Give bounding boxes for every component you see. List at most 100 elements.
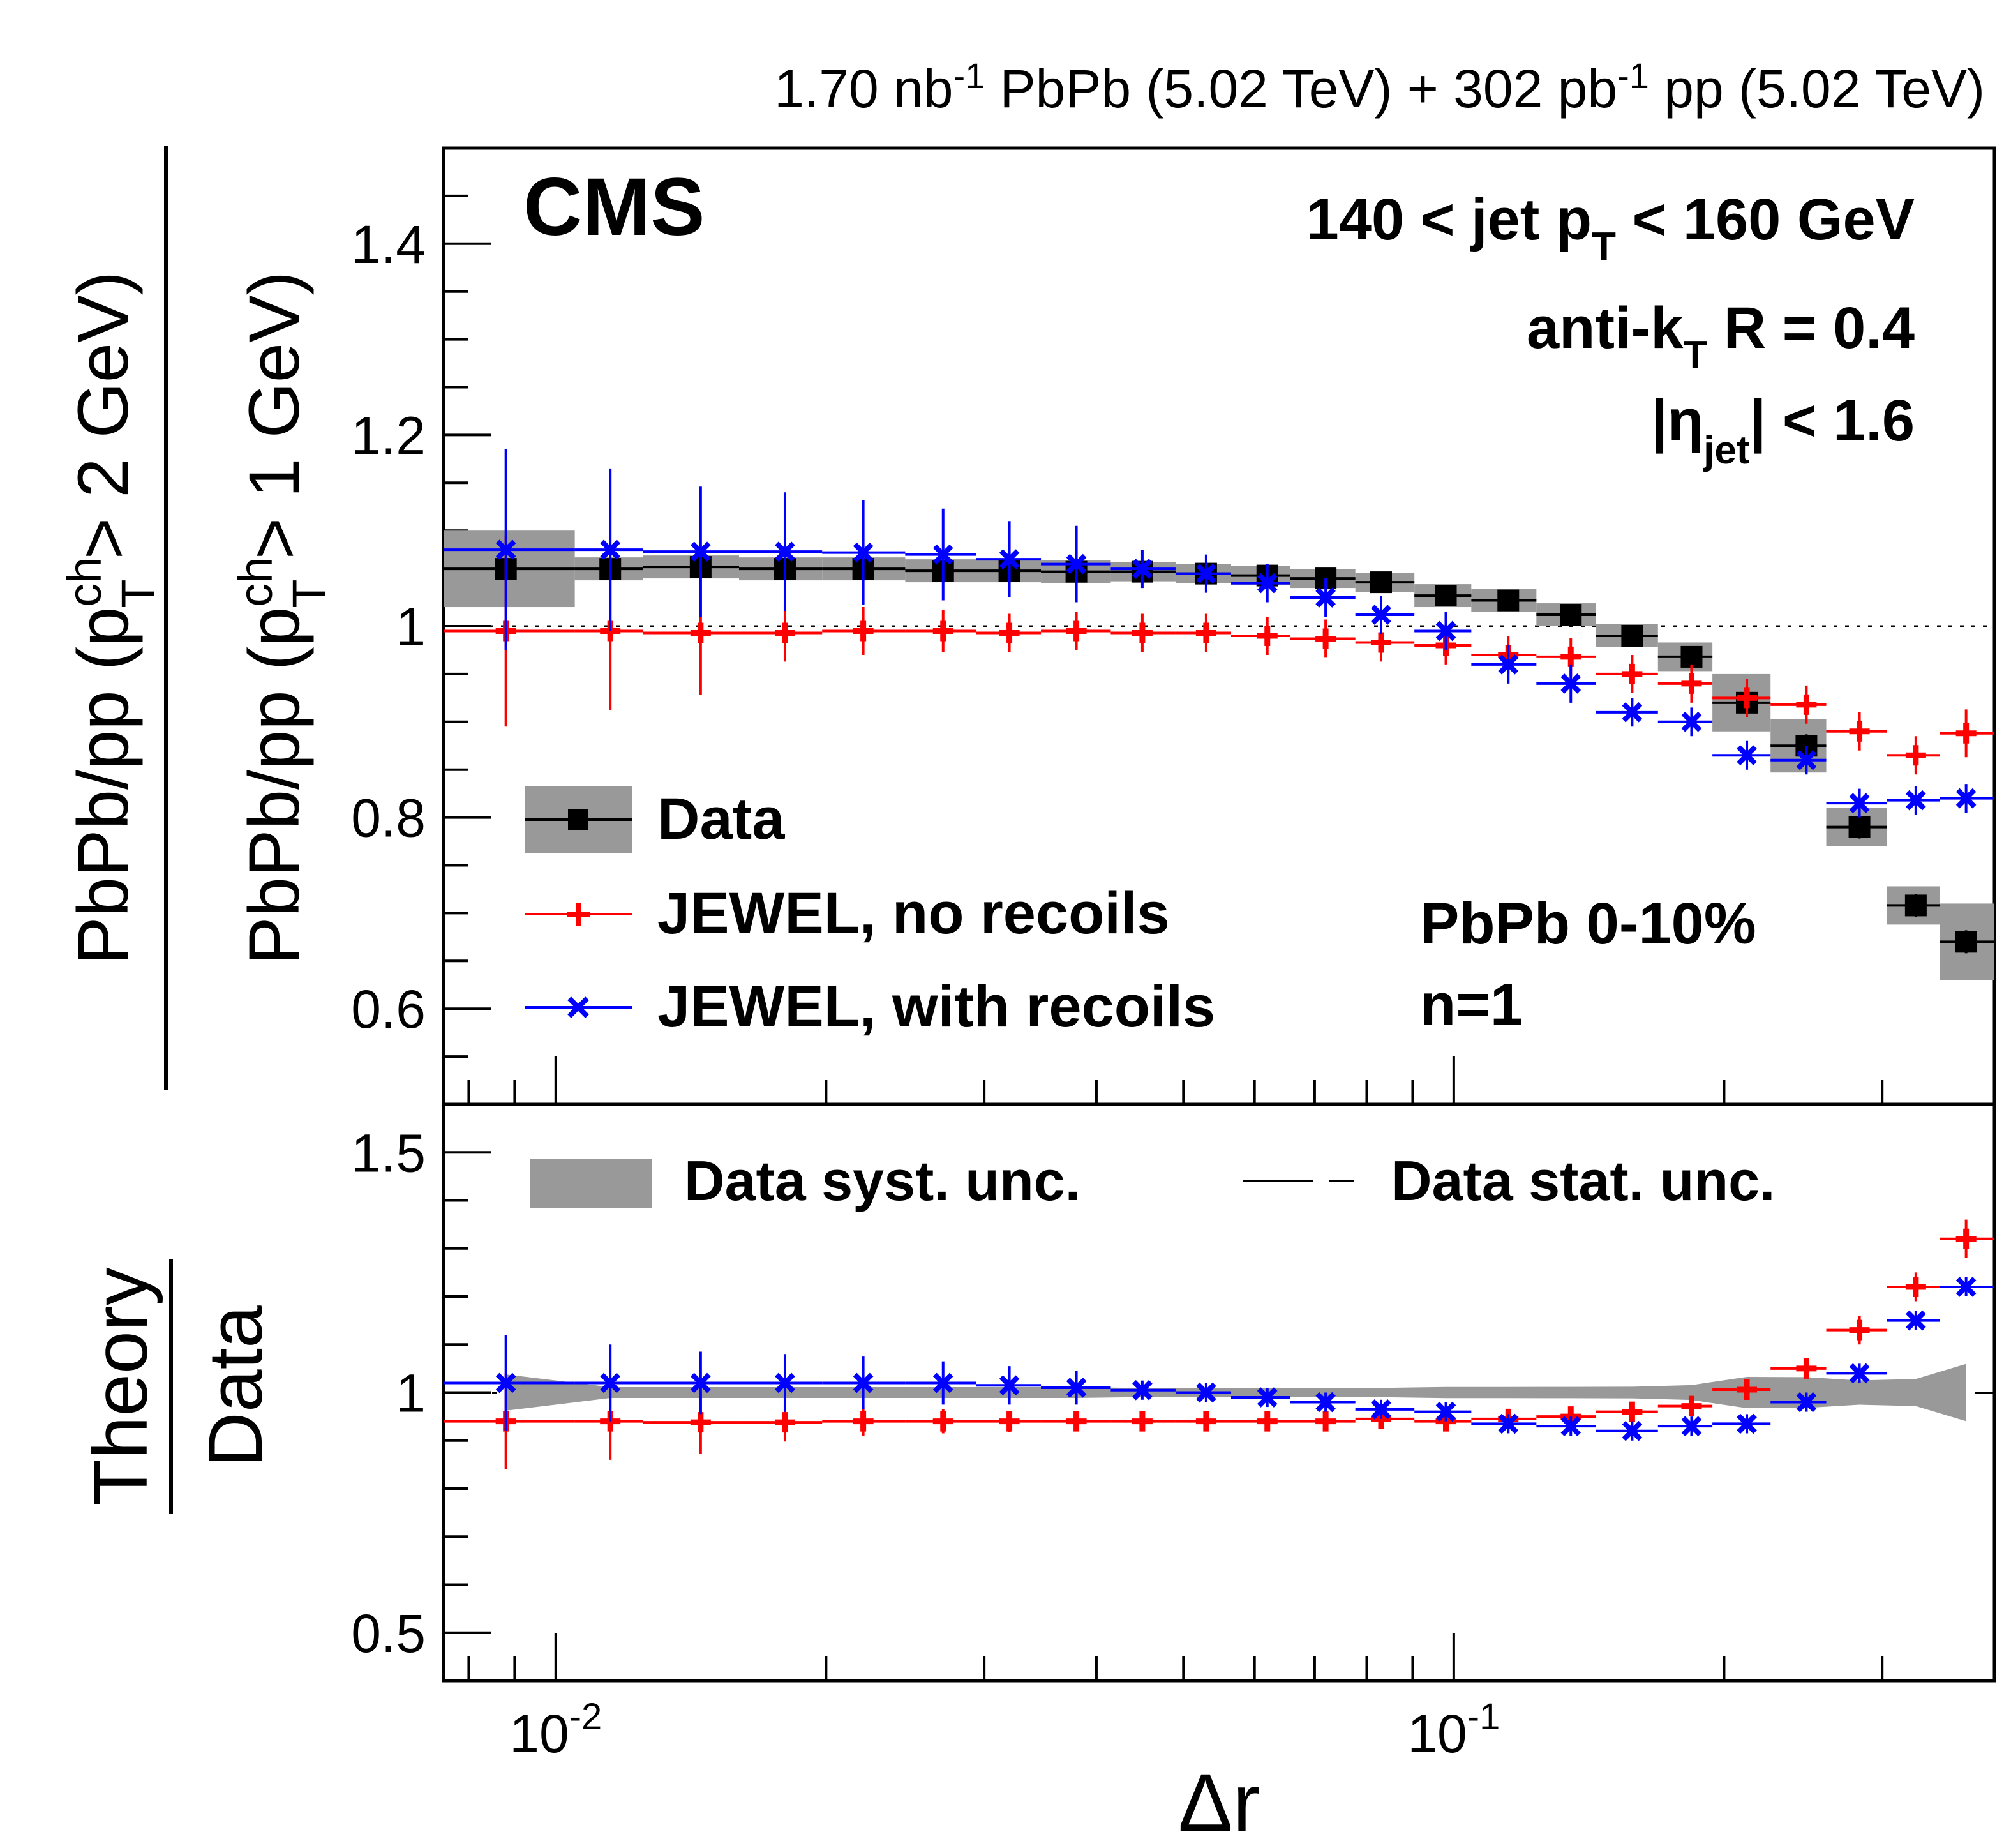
data-point	[1560, 604, 1582, 626]
with-recoils-point	[1849, 1363, 1870, 1384]
with-recoils-point	[853, 1372, 874, 1394]
y-tick-label: 1.4	[351, 214, 426, 274]
y-tick-label: 1.2	[351, 405, 426, 465]
no-recoils-point	[1955, 723, 1977, 744]
with-recoils-point	[1737, 745, 1757, 766]
legend-data-label: Data	[657, 786, 785, 852]
data-point	[1370, 571, 1392, 594]
no-recoils-point	[1681, 673, 1702, 694]
legend-stat-label: Data stat. unc.	[1391, 1149, 1775, 1212]
with-recoils-point	[932, 544, 953, 565]
no-recoils-point	[1370, 632, 1391, 653]
no-recoils-point	[690, 622, 711, 643]
with-recoils-point	[1371, 605, 1391, 625]
legend-with-recoils-label: JEWEL, with recoils	[657, 974, 1215, 1039]
no-recoils-point	[1905, 1276, 1926, 1297]
no-recoils-point	[1796, 1358, 1817, 1379]
with-recoils-point	[1906, 790, 1926, 811]
luminosity-label: 1.70 nb-1 PbPb (5.02 TeV) + 302 pb-1 pp …	[774, 56, 1985, 119]
with-recoils-point	[495, 1372, 516, 1394]
y-tick-label: 0.8	[351, 788, 426, 848]
with-recoils-point	[1622, 1420, 1643, 1441]
with-recoils-point	[1066, 553, 1087, 575]
legend-bottom: Data syst. unc. Data stat. unc.	[530, 1149, 1775, 1212]
with-recoils-point	[853, 542, 874, 563]
with-recoils-point	[1435, 620, 1456, 642]
no-recoils-point	[853, 1411, 874, 1432]
with-recoils-point	[1560, 1416, 1581, 1437]
with-recoils-point	[495, 539, 516, 560]
x-axis-label: Δr	[1178, 1757, 1260, 1845]
no-recoils-point	[1955, 1228, 1977, 1249]
data-point	[1904, 894, 1927, 917]
no-recoils-point	[1849, 1319, 1870, 1341]
with-recoils-point	[1796, 749, 1817, 770]
no-recoils-point	[1681, 1395, 1702, 1416]
data-point	[1621, 624, 1643, 647]
no-recoils-point	[1195, 622, 1216, 643]
data-point	[1497, 589, 1520, 612]
no-recoils-point	[1560, 646, 1581, 667]
with-recoils-point	[1906, 1310, 1926, 1331]
no-recoils-point	[1257, 625, 1278, 646]
no-recoils-point	[1315, 1411, 1336, 1432]
with-recoils-point	[1498, 1413, 1519, 1434]
no-recoils-point	[932, 1411, 953, 1432]
with-recoils-point	[1371, 1399, 1391, 1420]
with-recoils-point	[1315, 587, 1336, 608]
no-recoils-point	[999, 622, 1020, 643]
legend-syst-label: Data syst. unc.	[684, 1149, 1080, 1212]
no-recoils-point	[1066, 1411, 1087, 1432]
y-tick-label: 1	[396, 597, 426, 657]
no-recoils-point	[1622, 1401, 1643, 1422]
no-recoils-point	[774, 1412, 795, 1433]
y-tick-label: 0.6	[351, 979, 426, 1039]
with-recoils-point	[1257, 573, 1278, 594]
no-recoils-point	[1257, 1411, 1278, 1432]
pt-range-label: 140 < jet pT < 160 GeV	[1306, 187, 1915, 269]
x-tick-label: 10-2	[509, 1696, 602, 1764]
no-recoils-point	[1737, 1379, 1758, 1400]
with-recoils-point	[1560, 673, 1581, 694]
y-label-numerator: PbPb/pp (pchT > 2 GeV)	[58, 271, 165, 965]
centrality-label: PbPb 0-10%	[1420, 891, 1756, 956]
legend-top: Data JEWEL, no recoils JEWEL, with recoi…	[525, 786, 1215, 1039]
with-recoils-point	[600, 539, 621, 560]
legend-data-marker	[568, 809, 588, 830]
no-recoils-point	[690, 1412, 711, 1433]
with-recoils-point	[1955, 1277, 1977, 1297]
with-recoils-point	[1315, 1392, 1336, 1413]
with-recoils-point	[1622, 702, 1643, 723]
no-recoils-point	[1195, 1411, 1216, 1432]
data-syst-band	[505, 1363, 1966, 1422]
bottom-panel: 0.5 1 1.5	[351, 1102, 1996, 1683]
no-recoils-point	[1132, 622, 1153, 643]
no-recoils-point	[1849, 721, 1870, 742]
n-label: n=1	[1420, 972, 1523, 1037]
no-recoils-point	[1737, 687, 1758, 709]
experiment-label: CMS	[523, 162, 705, 253]
algorithm-label: anti-kT R = 0.4	[1527, 296, 1915, 377]
no-recoils-point	[1622, 663, 1643, 684]
with-recoils-point	[775, 541, 795, 562]
with-recoils-point	[1132, 1379, 1153, 1401]
y-tick-label: 1	[396, 1363, 426, 1424]
with-recoils-point	[1435, 1401, 1456, 1422]
no-recoils-point	[853, 620, 874, 642]
no-recoils-point	[774, 622, 795, 643]
with-recoils-point	[1681, 711, 1702, 732]
with-recoils-point	[999, 1375, 1020, 1396]
no-recoils-point	[1066, 620, 1087, 642]
with-recoils-point	[932, 1372, 953, 1394]
with-recoils-point	[1196, 563, 1216, 584]
with-recoils-point	[1196, 1382, 1216, 1403]
no-recoils-point	[1905, 745, 1926, 766]
with-recoils-point	[600, 1372, 621, 1394]
top-panel: 0.6 0.8 1 1.2 1.4	[351, 146, 1996, 1106]
eta-label: |ηjet| < 1.6	[1651, 388, 1915, 472]
with-recoils-point	[1796, 1392, 1817, 1413]
with-recoils-point	[1132, 559, 1153, 579]
with-recoils-point	[1498, 654, 1519, 675]
no-recoils-point	[1315, 628, 1336, 649]
